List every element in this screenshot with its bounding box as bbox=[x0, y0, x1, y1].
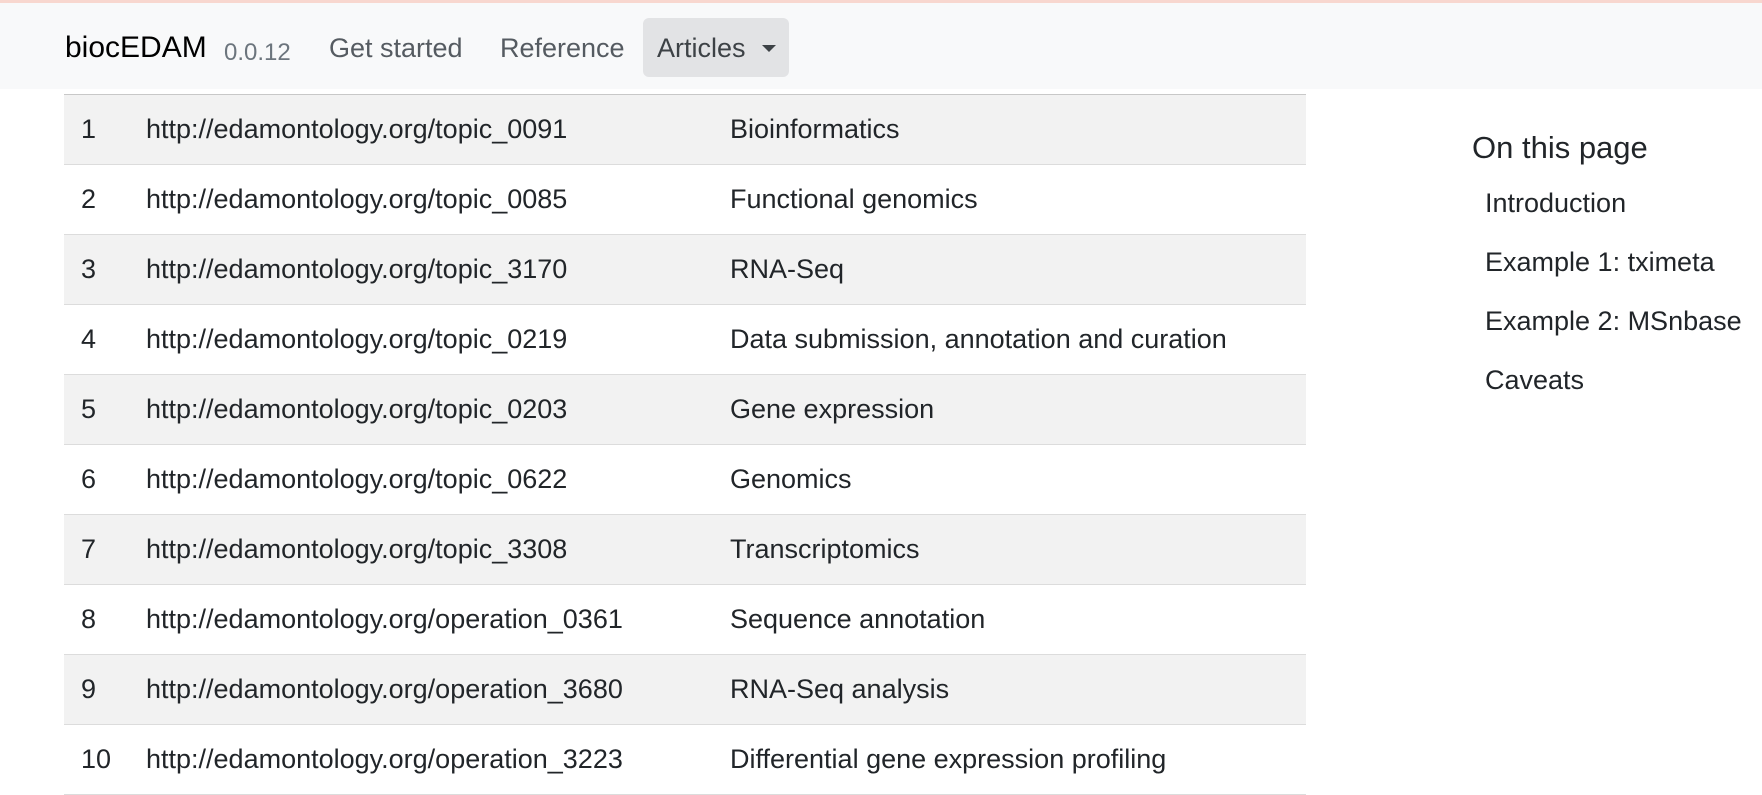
toc-item-example-1[interactable]: Example 1: tximeta bbox=[1485, 247, 1715, 277]
row-label: Bioinformatics bbox=[730, 114, 900, 144]
toc-item-example-2[interactable]: Example 2: MSnbase bbox=[1485, 306, 1742, 336]
row-uri: http://edamontology.org/topic_0622 bbox=[146, 464, 568, 494]
row-uri: http://edamontology.org/topic_0091 bbox=[146, 114, 568, 144]
row-label: Differential gene expression profiling bbox=[730, 744, 1167, 774]
table-row: 9 http://edamontology.org/operation_3680… bbox=[64, 655, 1306, 725]
row-label: RNA-Seq bbox=[730, 254, 845, 284]
table-row: 5 http://edamontology.org/topic_0203 Gen… bbox=[64, 375, 1306, 445]
edam-table: 1 http://edamontology.org/topic_0091 Bio… bbox=[64, 94, 1306, 795]
toc-item-introduction[interactable]: Introduction bbox=[1485, 188, 1627, 218]
brand-link[interactable]: biocEDAM bbox=[65, 31, 207, 64]
row-number: 9 bbox=[81, 674, 97, 704]
row-label: RNA-Seq analysis bbox=[730, 674, 950, 704]
row-number: 5 bbox=[81, 394, 97, 424]
caret-down-icon bbox=[762, 45, 776, 52]
on-this-page-toc: On this page Introduction Example 1: txi… bbox=[1472, 130, 1762, 424]
table-row: 7 http://edamontology.org/topic_3308 Tra… bbox=[64, 515, 1306, 585]
table-row: 6 http://edamontology.org/topic_0622 Gen… bbox=[64, 445, 1306, 515]
navbar: biocEDAM 0.0.12 Get started Reference Ar… bbox=[0, 3, 1762, 89]
table-row: 8 http://edamontology.org/operation_0361… bbox=[64, 585, 1306, 655]
version-badge: 0.0.12 bbox=[224, 39, 291, 66]
row-uri: http://edamontology.org/operation_3223 bbox=[146, 744, 623, 774]
row-number: 4 bbox=[81, 324, 97, 354]
table-row: 10 http://edamontology.org/operation_322… bbox=[64, 725, 1306, 795]
row-label: Gene expression bbox=[730, 394, 935, 424]
row-number: 6 bbox=[81, 464, 97, 494]
row-uri: http://edamontology.org/topic_3308 bbox=[146, 534, 568, 564]
table-row: 4 http://edamontology.org/topic_0219 Dat… bbox=[64, 305, 1306, 375]
row-uri: http://edamontology.org/topic_0219 bbox=[146, 324, 568, 354]
row-number: 3 bbox=[81, 254, 97, 284]
row-uri: http://edamontology.org/topic_3170 bbox=[146, 254, 568, 284]
table-row: 3 http://edamontology.org/topic_3170 RNA… bbox=[64, 235, 1306, 305]
row-uri: http://edamontology.org/operation_0361 bbox=[146, 604, 623, 634]
table-row: 1 http://edamontology.org/topic_0091 Bio… bbox=[64, 95, 1306, 165]
row-number: 7 bbox=[81, 534, 97, 564]
row-number: 2 bbox=[81, 184, 97, 214]
top-accent-line bbox=[0, 0, 1762, 3]
row-number: 10 bbox=[81, 744, 112, 774]
row-label: Data submission, annotation and curation bbox=[730, 324, 1227, 354]
row-uri: http://edamontology.org/topic_0085 bbox=[146, 184, 568, 214]
nav-get-started[interactable]: Get started bbox=[329, 33, 463, 63]
toc-title: On this page bbox=[1472, 130, 1648, 165]
nav-articles-dropdown[interactable]: Articles bbox=[643, 18, 789, 77]
nav-reference[interactable]: Reference bbox=[500, 33, 625, 63]
toc-item-caveats[interactable]: Caveats bbox=[1485, 365, 1585, 395]
row-label: Functional genomics bbox=[730, 184, 978, 214]
row-number: 8 bbox=[81, 604, 97, 634]
row-label: Transcriptomics bbox=[730, 534, 920, 564]
row-label: Genomics bbox=[730, 464, 852, 494]
row-label: Sequence annotation bbox=[730, 604, 986, 634]
row-uri: http://edamontology.org/topic_0203 bbox=[146, 394, 568, 424]
row-uri: http://edamontology.org/operation_3680 bbox=[146, 674, 623, 704]
row-number: 1 bbox=[81, 114, 97, 144]
nav-articles-label: Articles bbox=[657, 33, 746, 63]
table-row: 2 http://edamontology.org/topic_0085 Fun… bbox=[64, 165, 1306, 235]
